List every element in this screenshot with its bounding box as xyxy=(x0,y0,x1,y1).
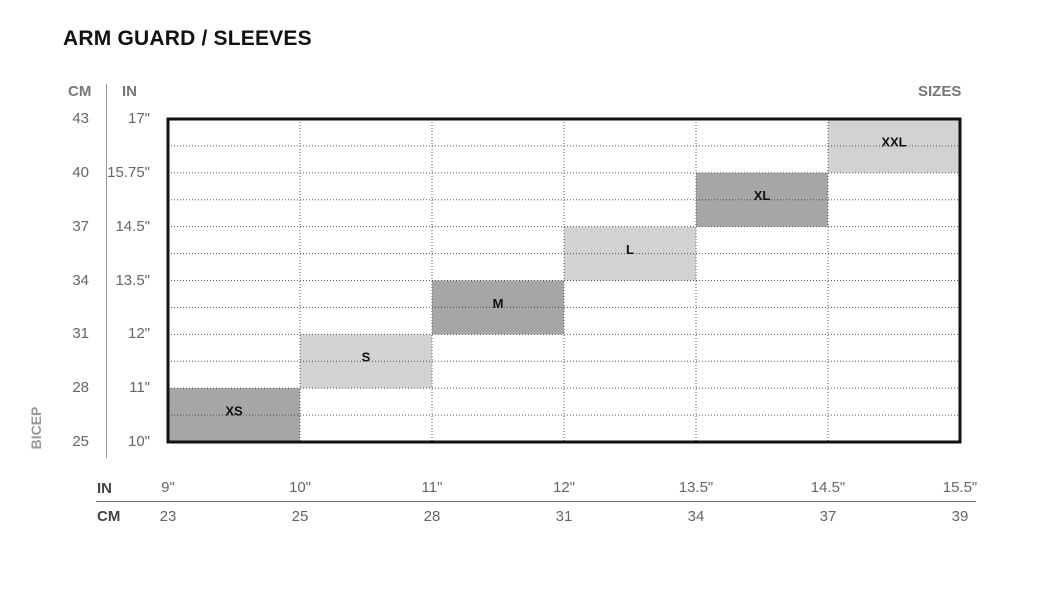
x-tick-cm-label: 34 xyxy=(687,508,705,525)
x-tick-in-label: 12" xyxy=(552,479,576,496)
size-label-xs: XS xyxy=(225,404,243,419)
x-tick-cm-label: 23 xyxy=(159,508,177,525)
x-in-row-label: IN xyxy=(97,480,112,497)
y-tick-cm-label: 37 xyxy=(72,217,89,235)
x-tick-in-label: 13.5" xyxy=(678,479,714,496)
size-label-xxl: XXL xyxy=(881,134,906,149)
y-tick-cm-label: 40 xyxy=(72,163,89,181)
y-tick-cm-label: 43 xyxy=(72,110,89,127)
x-tick-in-label: 9" xyxy=(161,479,175,496)
cm-column-header: CM xyxy=(68,83,92,100)
y-tick-in-label: 10" xyxy=(127,433,150,450)
y-tick-in-label: 17" xyxy=(127,110,150,127)
y-tick-in-label: 14.5" xyxy=(115,217,150,235)
x-tick-cm-label: 25 xyxy=(291,508,309,525)
x-tick-cm-label: 37 xyxy=(819,508,837,525)
y-tick-cm-label: 34 xyxy=(72,271,89,289)
x-tick-cm-label: 28 xyxy=(423,508,441,525)
chart-title: ARM GUARD / SLEEVES xyxy=(63,27,312,50)
x-axis-divider xyxy=(96,501,976,502)
x-tick-in-label: 10" xyxy=(288,479,312,496)
header-divider xyxy=(106,84,107,458)
y-tick-in-label: 11" xyxy=(129,379,150,397)
y-tick-in-label: 13.5" xyxy=(115,271,150,289)
size-label-s: S xyxy=(362,350,371,365)
grid-border xyxy=(166,117,962,444)
size-label-m: M xyxy=(493,296,504,311)
x-tick-cm-label: 31 xyxy=(555,508,573,525)
size-label-l: L xyxy=(626,242,634,257)
x-tick-cm-label: 39 xyxy=(951,508,969,525)
y-tick-in-label: 15.75" xyxy=(107,163,150,181)
size-label-xl: XL xyxy=(754,188,771,203)
y-tick-in-label: 12" xyxy=(127,325,150,343)
x-tick-in-label: 14.5" xyxy=(810,479,846,496)
x-tick-in-label: 11" xyxy=(421,479,443,496)
x-cm-row-label: CM xyxy=(97,508,121,525)
y-tick-cm-label: 31 xyxy=(72,325,89,343)
y-tick-cm-label: 28 xyxy=(72,379,89,397)
y-tick-cm-label: 25 xyxy=(72,433,89,450)
x-tick-in-label: 15.5" xyxy=(942,479,978,496)
sizes-header: SIZES xyxy=(918,83,962,100)
in-column-header: IN xyxy=(122,83,137,100)
